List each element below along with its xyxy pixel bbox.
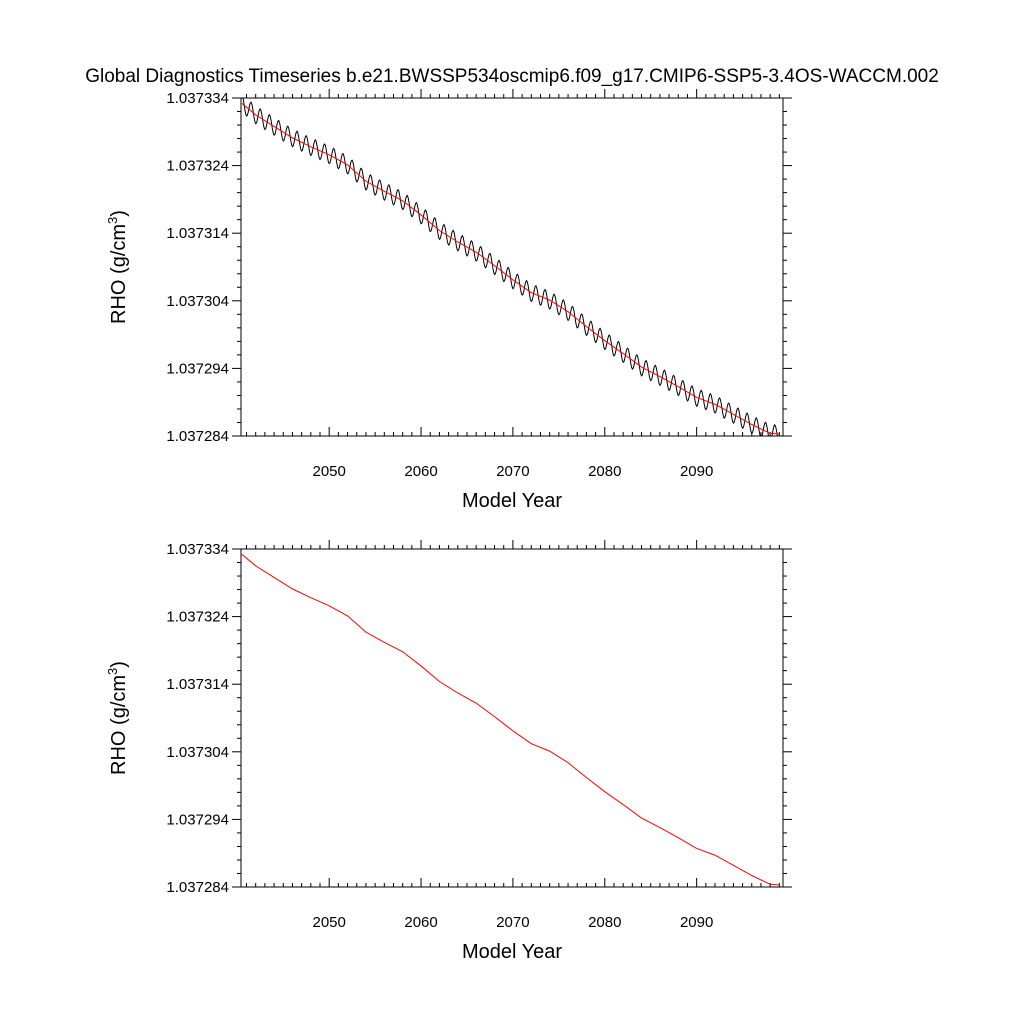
plot-frame (240, 97, 784, 437)
plot-frame (240, 548, 784, 888)
x-tick-label: 2070 (496, 914, 529, 931)
x-tick-label: 2090 (680, 463, 713, 480)
x-tick-label: 2060 (404, 914, 437, 931)
y-tick-label: 1.037314 (166, 225, 229, 242)
y-tick-label: 1.037334 (166, 541, 229, 558)
y-tick-label: 1.037294 (166, 360, 229, 377)
y-tick-label: 1.037324 (166, 609, 229, 626)
top-panel: 2050 2060 2070 2080 2090 1.037284 1.037294 1.03… (105, 89, 792, 512)
y-tick-label: 1.037284 (166, 428, 229, 445)
y-tick-label: 1.037284 (166, 879, 229, 896)
x-axis-title: Model Year (462, 490, 562, 512)
y-axis-title: RHO (g/cm3) (105, 661, 130, 775)
figure-title: Global Diagnostics Timeseries b.e21.BWSS… (85, 66, 939, 87)
x-tick-label: 2050 (313, 914, 346, 931)
x-tick-label: 2080 (588, 463, 621, 480)
bottom-panel: 2050 2060 2070 2080 2090 1.037284 1.037294 1.03… (105, 540, 792, 963)
x-axis-title: Model Year (462, 941, 562, 963)
x-tick-label: 2080 (588, 914, 621, 931)
y-axis-title: RHO (g/cm3) (105, 210, 130, 324)
y-tick-label: 1.037304 (166, 293, 229, 310)
y-tick-label: 1.037304 (166, 744, 229, 761)
x-tick-label: 2070 (496, 463, 529, 480)
x-tick-label: 2060 (404, 463, 437, 480)
x-tick-label: 2090 (680, 914, 713, 931)
y-tick-label: 1.037314 (166, 676, 229, 693)
x-tick-label: 2050 (313, 463, 346, 480)
y-tick-label: 1.037334 (166, 90, 229, 107)
y-tick-label: 1.037294 (166, 811, 229, 828)
y-tick-label: 1.037324 (166, 158, 229, 175)
annual-mean-series-line (241, 554, 780, 886)
annual-mean-series-line (241, 103, 780, 435)
